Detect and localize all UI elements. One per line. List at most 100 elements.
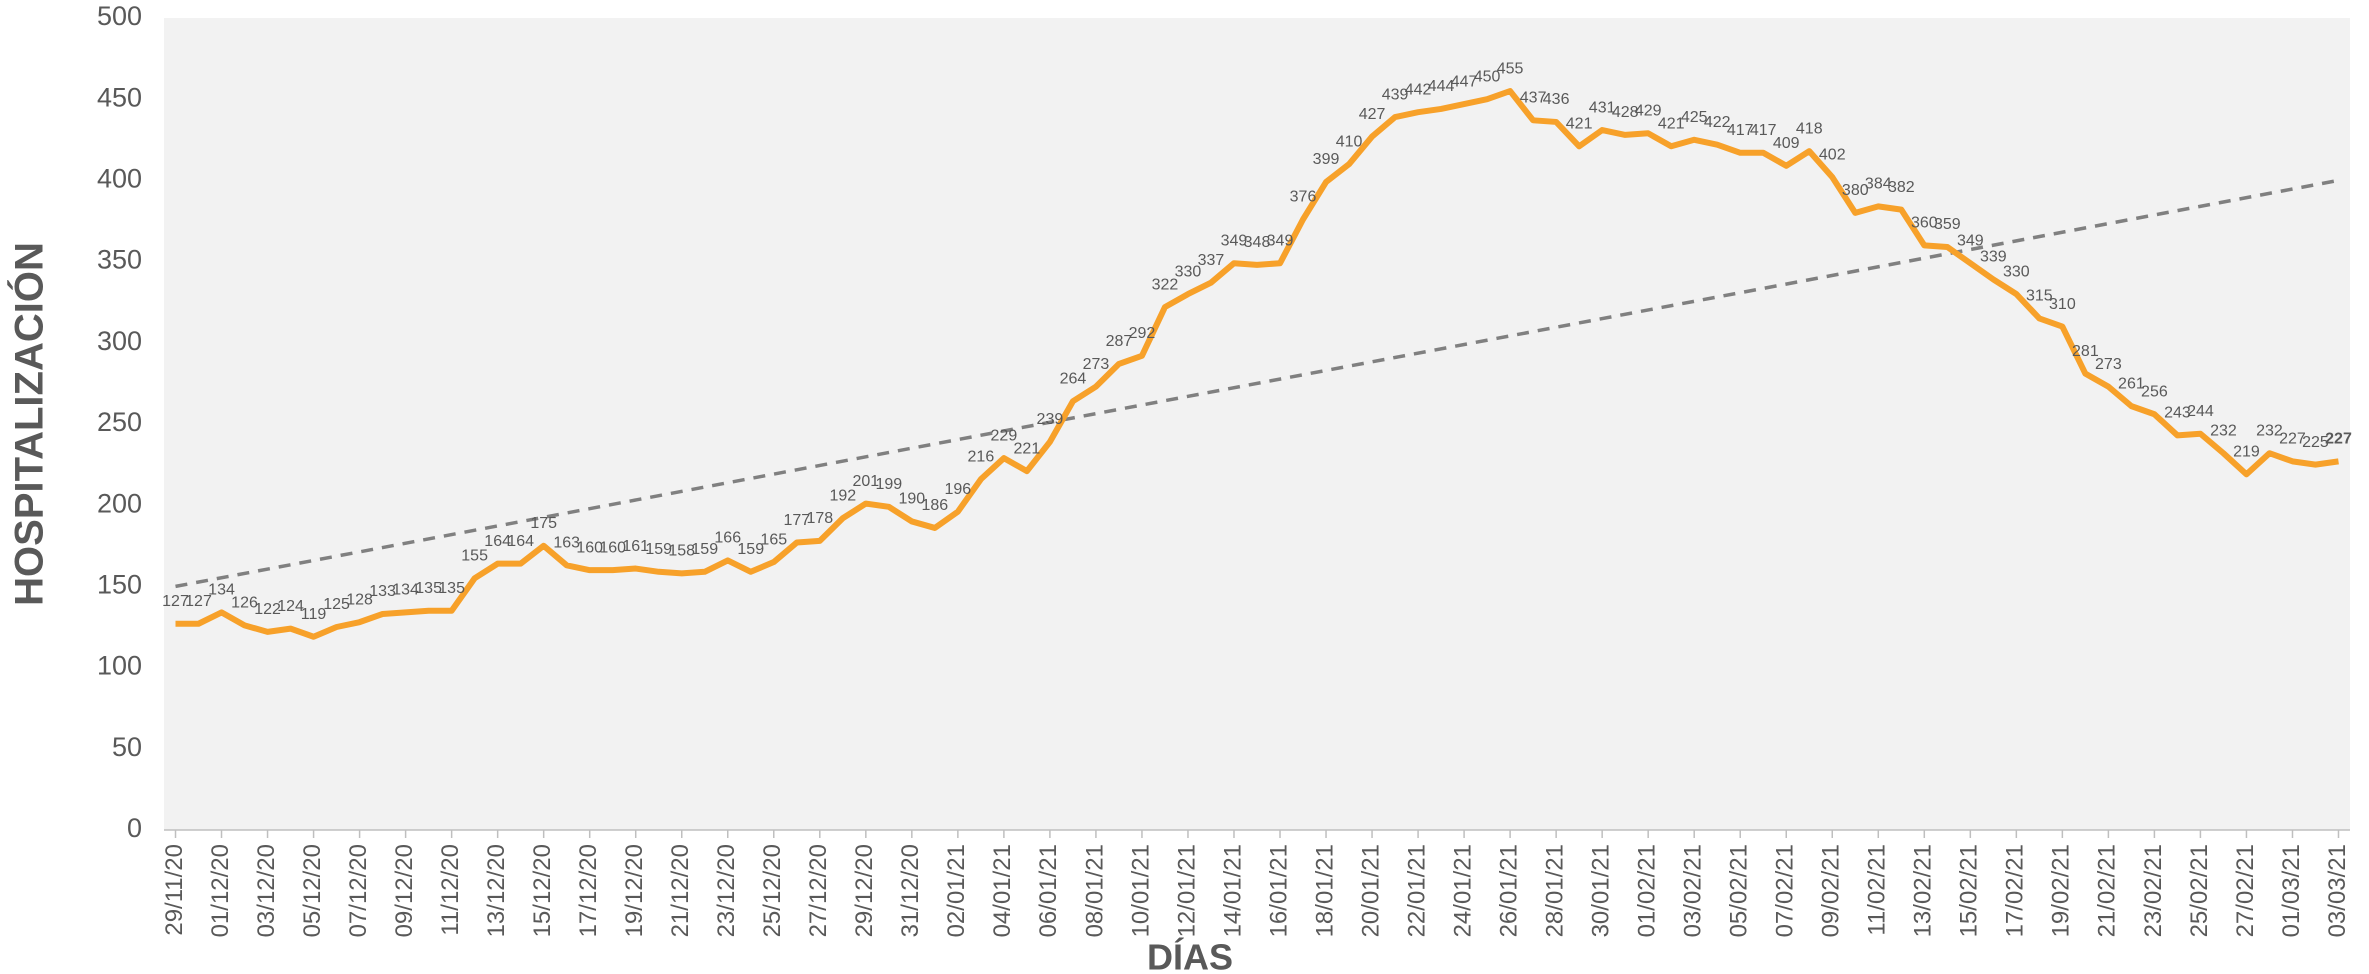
data-label: 161 (622, 538, 649, 555)
x-tick-label: 07/02/21 (1772, 844, 1799, 937)
data-label: 399 (1313, 151, 1340, 168)
data-label: 227 (2279, 431, 2306, 448)
x-tick-label: 15/02/21 (1956, 844, 1983, 937)
trend-line (175, 178, 2339, 589)
data-label: 450 (1474, 68, 1501, 85)
x-tick-label: 12/01/21 (1173, 844, 1200, 937)
data-label: 349 (1221, 232, 1248, 249)
data-label: 160 (576, 539, 603, 556)
data-label: 292 (1129, 325, 1156, 342)
data-label: 216 (968, 448, 995, 465)
x-tick-label: 29/12/20 (851, 844, 878, 937)
data-label: 159 (645, 541, 672, 558)
series-line (175, 88, 2339, 640)
x-tick-label: 21/12/20 (667, 844, 694, 937)
x-tick-label: 02/01/21 (943, 844, 970, 937)
data-label: 337 (1198, 252, 1225, 269)
x-tick-label: 03/02/21 (1680, 844, 1707, 937)
data-label: 421 (1658, 116, 1685, 133)
data-label: 166 (714, 530, 741, 547)
data-label: 431 (1589, 99, 1616, 116)
x-tick-label: 08/01/21 (1081, 844, 1108, 937)
x-tick-label: 15/12/20 (529, 844, 556, 937)
data-label: 330 (1175, 263, 1202, 280)
x-tick-label: 23/12/20 (713, 844, 740, 937)
data-label: 421 (1566, 116, 1593, 133)
data-label: 261 (2118, 375, 2145, 392)
data-label: 349 (1957, 232, 1984, 249)
data-label: 256 (2141, 383, 2168, 400)
x-axis-title: DÍAS (1147, 937, 1233, 974)
y-tick-label: 500 (97, 1, 142, 31)
y-tick-label: 250 (97, 407, 142, 437)
data-label: 402 (1819, 146, 1846, 163)
data-label: 155 (461, 547, 488, 564)
data-label: 417 (1727, 122, 1754, 139)
x-tick-label: 11/12/20 (437, 844, 464, 936)
data-label: 348 (1244, 234, 1271, 251)
x-tick-label: 25/02/21 (2186, 844, 2213, 937)
data-label: 165 (760, 531, 787, 548)
data-label: 429 (1635, 103, 1662, 120)
data-label: 455 (1497, 60, 1524, 77)
x-tick-label: 20/01/21 (1357, 844, 1384, 937)
data-label: 410 (1336, 133, 1363, 150)
x-tick-label: 25/12/20 (759, 844, 786, 937)
x-tick-label: 17/02/21 (2002, 844, 2029, 937)
x-tick-label: 11/02/21 (1864, 844, 1891, 936)
data-label: 134 (392, 582, 419, 599)
data-label: 436 (1543, 91, 1570, 108)
data-label: 349 (1267, 232, 1294, 249)
data-label: 428 (1612, 104, 1639, 121)
x-tick-label: 14/01/21 (1219, 844, 1246, 937)
x-tick-label: 23/02/21 (2140, 844, 2167, 937)
data-label: 178 (806, 510, 833, 527)
x-tick-label: 19/12/20 (621, 844, 648, 937)
data-label: 134 (208, 582, 235, 599)
data-label: 159 (691, 541, 718, 558)
data-label: 201 (852, 473, 879, 490)
data-label: 264 (1060, 370, 1087, 387)
x-tick-label: 30/01/21 (1588, 844, 1615, 937)
data-label: 232 (2256, 422, 2283, 439)
data-label: 192 (829, 487, 856, 504)
data-label: 221 (1014, 440, 1041, 457)
data-label: 239 (1037, 411, 1064, 428)
data-label: 422 (1704, 114, 1731, 131)
data-label: 273 (1083, 356, 1110, 373)
x-tick-label: 17/12/20 (575, 844, 602, 937)
data-label: 177 (783, 512, 810, 529)
y-tick-label: 400 (97, 164, 142, 194)
data-label: 122 (254, 601, 281, 618)
data-label: 175 (530, 515, 557, 532)
data-label: 384 (1865, 176, 1892, 193)
data-label: 444 (1428, 78, 1455, 95)
data-label: 287 (1106, 333, 1133, 350)
x-tick-label: 21/02/21 (2094, 844, 2121, 937)
data-label: 125 (323, 596, 350, 613)
data-label: 227 (2325, 431, 2352, 448)
y-tick-label: 350 (97, 245, 142, 275)
y-tick-label: 50 (112, 732, 142, 762)
x-tick-label: 04/01/21 (989, 844, 1016, 937)
x-tick-label: 01/03/21 (2278, 844, 2305, 937)
x-tick-label: 24/01/21 (1449, 844, 1476, 937)
data-label: 380 (1842, 182, 1869, 199)
data-label: 159 (737, 541, 764, 558)
data-label: 244 (2187, 403, 2214, 420)
data-label: 447 (1451, 73, 1478, 90)
data-label: 417 (1750, 122, 1777, 139)
x-tick-label: 19/02/21 (2048, 844, 2075, 937)
x-tick-label: 22/01/21 (1403, 844, 1430, 937)
x-tick-label: 09/12/20 (391, 844, 418, 937)
x-tick-label: 13/12/20 (483, 844, 510, 937)
data-label: 315 (2026, 288, 2053, 305)
data-label: 186 (922, 497, 949, 514)
y-tick-label: 450 (97, 82, 142, 112)
x-tick-label: 09/02/21 (1818, 844, 1845, 937)
data-label: 360 (1911, 215, 1938, 232)
data-label: 376 (1290, 189, 1317, 206)
data-label: 310 (2049, 296, 2076, 313)
data-label: 442 (1405, 81, 1432, 98)
